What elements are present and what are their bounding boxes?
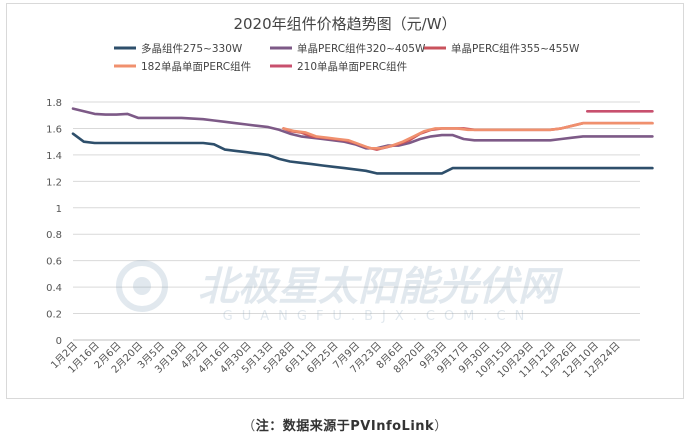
- legend: 多晶组件275~330W 单晶PERC组件320~405W 单晶PERC组件355~…: [114, 42, 580, 73]
- watermark-logo-icon: [116, 260, 168, 312]
- watermark-sub: GUANGFU.BJX.COM.CN: [223, 309, 534, 324]
- x-axis: 1月2日1月16日2月6日2月20日3月5日3月19日4月2日4月16日4月30…: [48, 339, 640, 380]
- y-tick-label: 0.6: [46, 257, 62, 268]
- watermark-main: 北极星太阳能光伏网: [198, 264, 564, 310]
- legend-label: 多晶组件275~330W: [141, 42, 243, 55]
- series-line-0: [71, 132, 654, 175]
- series-lines: [71, 107, 654, 175]
- series-line-1: [71, 107, 654, 150]
- legend-label: 单晶PERC组件355~455W: [451, 42, 580, 55]
- caption-open: （: [242, 419, 256, 434]
- y-tick-label: 1.4: [46, 151, 62, 162]
- chart-title: 2020年组件价格趋势图（元/W）: [233, 15, 456, 33]
- y-tick-label: 1.2: [46, 177, 62, 188]
- y-tick-label: 1.6: [46, 124, 62, 135]
- y-axis: 0 0.2 0.4 0.6 0.8 1 1.2 1.4 1.6 1.8: [46, 98, 62, 347]
- legend-label: 210单晶单面PERC组件: [297, 60, 407, 73]
- legend-label: 182单晶单面PERC组件: [141, 60, 251, 73]
- chart-frame: [6, 3, 684, 399]
- y-tick-label: 0.4: [46, 283, 62, 294]
- caption-close: ）: [434, 419, 448, 434]
- caption-text: 注：数据来源于PVInfoLink: [255, 419, 435, 434]
- y-tick-label: 0: [56, 336, 62, 347]
- y-tick-label: 0.2: [46, 310, 62, 321]
- legend-label: 单晶PERC组件320~405W: [297, 42, 426, 55]
- y-tick-label: 0.8: [46, 230, 62, 241]
- y-tick-label: 1: [56, 204, 62, 215]
- watermark: 北极星太阳能光伏网 GUANGFU.BJX.COM.CN: [116, 260, 564, 324]
- source-caption: （注：数据来源于PVInfoLink）: [0, 415, 690, 434]
- y-tick-label: 1.8: [46, 98, 62, 109]
- series-line-3: [282, 121, 654, 150]
